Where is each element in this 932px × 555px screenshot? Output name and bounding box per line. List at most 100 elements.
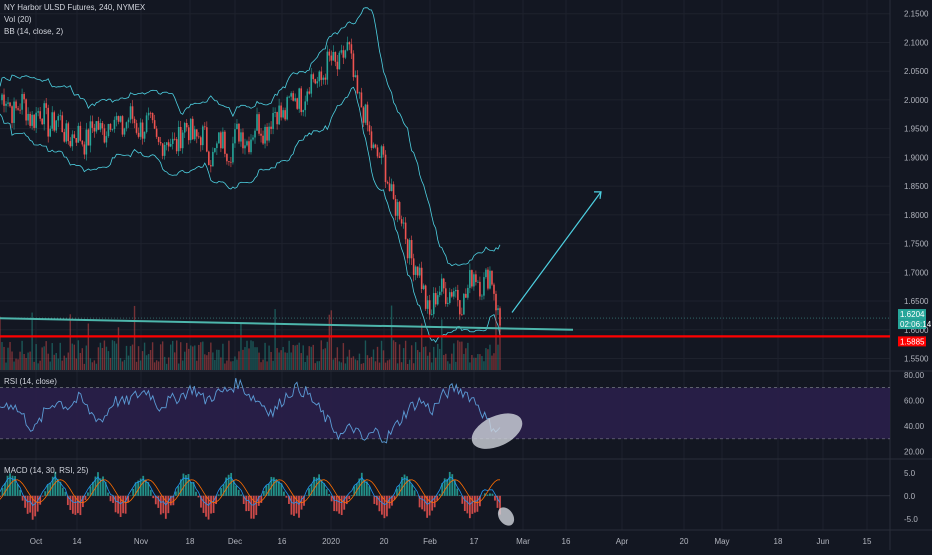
- candle-body: [88, 130, 90, 146]
- candle-body: [212, 152, 214, 166]
- candle-body: [469, 270, 471, 288]
- candle-body: [7, 103, 9, 104]
- volume-bar: [148, 354, 149, 370]
- volume-bar: [86, 346, 87, 370]
- macd-bar: [87, 492, 89, 495]
- candle-body: [445, 288, 447, 304]
- candle-body: [152, 113, 154, 120]
- volume-bar: [3, 347, 4, 370]
- volume-bar: [451, 354, 452, 370]
- volume-bar: [94, 360, 95, 370]
- candle-body: [325, 78, 327, 80]
- candle-body: [296, 98, 298, 109]
- volume-bar: [142, 351, 143, 370]
- price-tick-label: 1.6500: [904, 297, 929, 306]
- macd-bar: [283, 492, 285, 496]
- macd-bar: [456, 489, 458, 496]
- candle-body: [102, 123, 104, 128]
- volume-bar: [319, 361, 320, 370]
- candle-body: [114, 120, 116, 129]
- volume-bar: [499, 324, 500, 370]
- volume-bar: [122, 361, 123, 370]
- candle-body: [242, 132, 244, 148]
- volume-bar: [487, 349, 488, 370]
- candle-body: [154, 120, 156, 128]
- price-tick-label: 1.7000: [904, 268, 929, 277]
- candle-body: [172, 139, 174, 144]
- rsi-tick-label: 40.00: [904, 422, 925, 431]
- macd-bar: [424, 496, 426, 512]
- macd-bar: [152, 496, 154, 498]
- volume-bar: [385, 363, 386, 370]
- candle-body: [401, 219, 403, 223]
- volume-bar: [309, 346, 310, 370]
- macd-bar: [291, 496, 293, 515]
- volume-bar: [383, 350, 384, 370]
- candle-body: [256, 114, 258, 131]
- volume-bar: [463, 354, 464, 370]
- candle-body: [252, 137, 254, 139]
- candle-body: [138, 133, 140, 137]
- volume-bar: [176, 340, 177, 370]
- volume-bar: [367, 355, 368, 370]
- candle-body: [453, 291, 455, 296]
- candle-body: [86, 130, 88, 155]
- candle-body: [13, 102, 15, 123]
- macd-bar: [203, 496, 205, 513]
- volume-bar: [5, 363, 6, 370]
- macd-bar: [213, 496, 215, 513]
- volume-bar: [409, 360, 410, 370]
- candle-body: [314, 79, 316, 83]
- candle-body: [27, 114, 29, 121]
- volume-bar: [421, 323, 422, 370]
- volume-bar: [417, 350, 418, 370]
- candle-body: [409, 240, 411, 258]
- rsi-tick-label: 60.00: [904, 396, 925, 405]
- volume-bar: [25, 358, 26, 370]
- volume-bar: [140, 360, 141, 370]
- candle-body: [118, 116, 120, 122]
- volume-bar: [110, 358, 111, 370]
- candle-body: [463, 294, 465, 315]
- volume-bar: [479, 354, 480, 370]
- volume-bar: [160, 344, 161, 370]
- candle-body: [55, 120, 57, 130]
- candle-body: [45, 103, 47, 108]
- candle-body: [230, 162, 232, 163]
- macd-bar: [492, 494, 494, 496]
- candle-body: [383, 146, 385, 154]
- volume-bar: [355, 359, 356, 370]
- candle-body: [393, 184, 395, 199]
- time-tick-label: Apr: [616, 537, 629, 546]
- volume-bar: [327, 342, 328, 370]
- macd-bar: [278, 481, 280, 496]
- volume-bar: [112, 340, 113, 370]
- candle-body: [343, 50, 345, 57]
- candle-body: [216, 143, 218, 148]
- macd-bar: [34, 496, 36, 517]
- macd-bar: [255, 496, 257, 515]
- volume-bar: [471, 355, 472, 370]
- macd-bar: [72, 496, 74, 514]
- volume-bar: [443, 355, 444, 370]
- volume-bar: [278, 352, 279, 370]
- volume-bar: [194, 345, 195, 370]
- candle-body: [35, 113, 37, 128]
- candle-body: [162, 143, 164, 155]
- volume-bar: [208, 352, 209, 370]
- macd-bar: [117, 496, 119, 514]
- volume-bar: [1, 342, 2, 370]
- candle-body: [160, 142, 162, 143]
- volume-bar: [429, 352, 430, 370]
- macd-bar: [381, 496, 383, 515]
- candle-body: [17, 108, 19, 109]
- macd-bar: [190, 482, 192, 496]
- volume-bar: [347, 357, 348, 370]
- candle-body: [218, 132, 220, 143]
- macd-bar: [318, 474, 320, 495]
- candle-body: [208, 152, 210, 166]
- volume-bar: [154, 362, 155, 370]
- candle-body: [473, 274, 475, 286]
